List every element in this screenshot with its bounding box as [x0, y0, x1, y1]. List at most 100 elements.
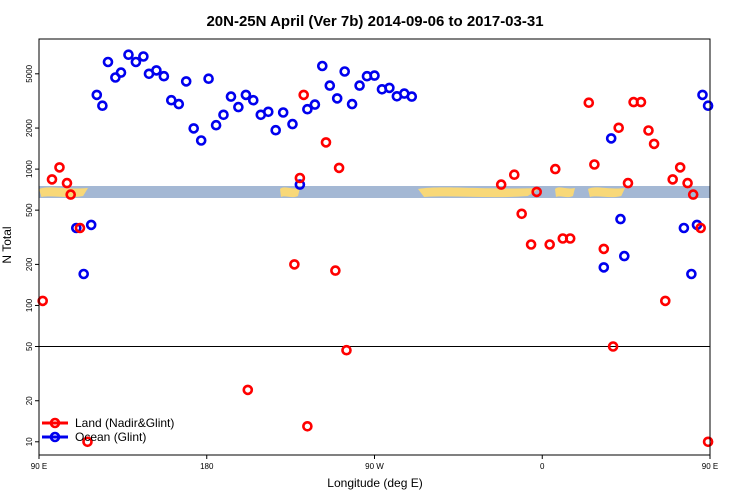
ocean-point: [277, 107, 289, 118]
ocean-point: [102, 56, 114, 68]
ocean-point: [354, 80, 365, 91]
land-point: [607, 341, 619, 352]
ocean-point: [225, 91, 237, 102]
plot-frame: [38, 38, 711, 456]
legend: Land (Nadir&Glint) Ocean (Glint): [42, 416, 174, 444]
y-tick-label: 5000: [25, 64, 34, 82]
y-tick-label: 200: [25, 257, 34, 271]
land-point: [82, 436, 93, 448]
legend-land-label: Land (Nadir&Glint): [75, 416, 174, 430]
y-tick-label: 50: [25, 341, 34, 350]
land-point: [613, 122, 625, 134]
legend-land-marker: [49, 417, 61, 429]
land-point: [583, 97, 595, 108]
y-tick-label: 10: [25, 437, 34, 446]
map-land-mass: [418, 187, 540, 198]
y-axis: 10 20 50 100 200 500 1000 2000 5000: [25, 64, 39, 446]
land-point: [65, 189, 76, 200]
ocean-point: [406, 91, 418, 102]
land-point: [289, 259, 300, 270]
ocean-point: [287, 118, 298, 130]
ocean-point: [210, 119, 222, 131]
ocean-point: [218, 109, 229, 121]
ocean-point: [180, 76, 192, 87]
land-point: [589, 159, 600, 170]
y-tick-label: 2000: [25, 119, 34, 137]
land-point: [635, 96, 647, 108]
land-point: [531, 186, 543, 198]
land-point: [525, 239, 537, 250]
ocean-point: [78, 268, 89, 280]
x-tick-label: 0: [540, 462, 545, 471]
ocean-point: [678, 222, 690, 234]
ocean-point: [115, 67, 127, 78]
land-series: [37, 89, 714, 448]
x-tick-label: 180: [200, 462, 214, 471]
ocean-point: [85, 219, 97, 231]
map-land-mass: [588, 187, 625, 198]
x-axis: 90 E 180 90 W 0 90 E: [31, 455, 718, 471]
ocean-point: [195, 135, 207, 146]
ocean-point: [138, 51, 149, 62]
ocean-point: [240, 89, 252, 101]
land-point: [333, 162, 345, 174]
land-point: [294, 172, 306, 184]
ocean-point: [270, 124, 282, 136]
land-point: [622, 177, 634, 189]
ocean-point: [302, 103, 313, 115]
legend-ocean-marker: [49, 431, 61, 443]
ocean-point: [346, 98, 358, 110]
ocean-point: [97, 100, 108, 111]
land-point: [564, 233, 576, 244]
ocean-point: [618, 250, 630, 262]
land-point: [37, 295, 49, 307]
y-tick-label: 500: [25, 203, 34, 217]
ocean-point: [151, 65, 162, 76]
land-point: [54, 162, 65, 173]
land-point: [495, 179, 507, 190]
chart-title: 20N-25N April (Ver 7b) 2014-09-06 to 201…: [206, 13, 543, 30]
ocean-point: [697, 89, 708, 101]
x-tick-label: 90 E: [31, 462, 47, 471]
land-point: [598, 243, 610, 255]
ocean-point: [598, 262, 610, 273]
ocean-point: [123, 49, 134, 61]
ocean-point: [203, 73, 214, 84]
land-point: [302, 420, 313, 432]
ocean-point: [309, 99, 321, 110]
map-land-mass: [555, 187, 575, 198]
ocean-point: [71, 222, 82, 234]
land-point: [549, 163, 561, 175]
y-tick-label: 100: [25, 298, 34, 312]
legend-ocean-label: Ocean (Glint): [75, 430, 146, 444]
ocean-point: [158, 70, 170, 82]
land-point: [341, 344, 352, 356]
land-point: [659, 295, 671, 307]
land-point: [643, 125, 654, 136]
map-land-mass: [280, 187, 300, 198]
ocean-point: [605, 133, 617, 144]
land-point: [516, 208, 528, 220]
land-point: [330, 265, 341, 276]
land-point: [544, 239, 556, 250]
land-point: [508, 169, 520, 180]
land-point: [298, 89, 310, 101]
land-point: [682, 177, 693, 189]
ocean-point: [384, 82, 395, 94]
ocean-point: [324, 80, 336, 91]
map-ocean-band: [39, 186, 710, 198]
land-point: [687, 189, 699, 200]
land-point: [695, 222, 707, 234]
ocean-point: [686, 268, 697, 280]
ocean-point: [316, 60, 328, 72]
land-point: [648, 138, 660, 150]
x-axis-label: Longitude (deg E): [327, 476, 422, 490]
ocean-point: [262, 106, 274, 118]
land-point: [702, 436, 714, 448]
x-tick-label: 90 W: [365, 462, 384, 471]
ocean-point: [702, 100, 714, 111]
ocean-series: [71, 49, 714, 280]
ocean-point: [294, 179, 306, 190]
land-point: [46, 174, 58, 185]
